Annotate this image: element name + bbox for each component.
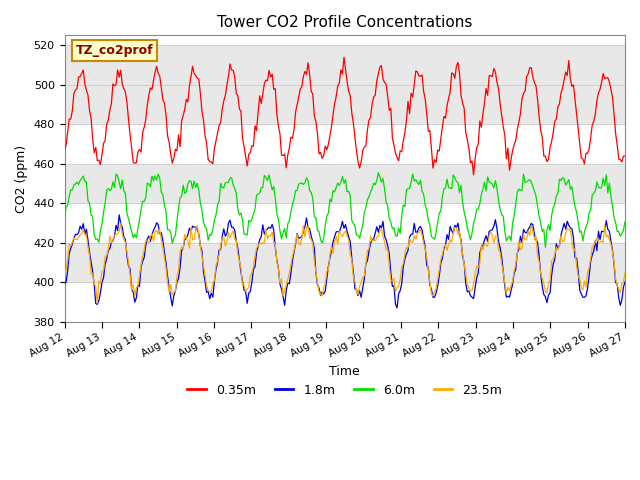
Title: Tower CO2 Profile Concentrations: Tower CO2 Profile Concentrations: [217, 15, 472, 30]
X-axis label: Time: Time: [330, 365, 360, 378]
Bar: [65, 164, 625, 204]
Y-axis label: CO2 (ppm): CO2 (ppm): [15, 144, 28, 213]
Legend: 0.35m, 1.8m, 6.0m, 23.5m: 0.35m, 1.8m, 6.0m, 23.5m: [182, 379, 508, 402]
Bar: [65, 45, 625, 124]
Bar: [65, 243, 625, 282]
Text: TZ_co2prof: TZ_co2prof: [76, 44, 154, 57]
